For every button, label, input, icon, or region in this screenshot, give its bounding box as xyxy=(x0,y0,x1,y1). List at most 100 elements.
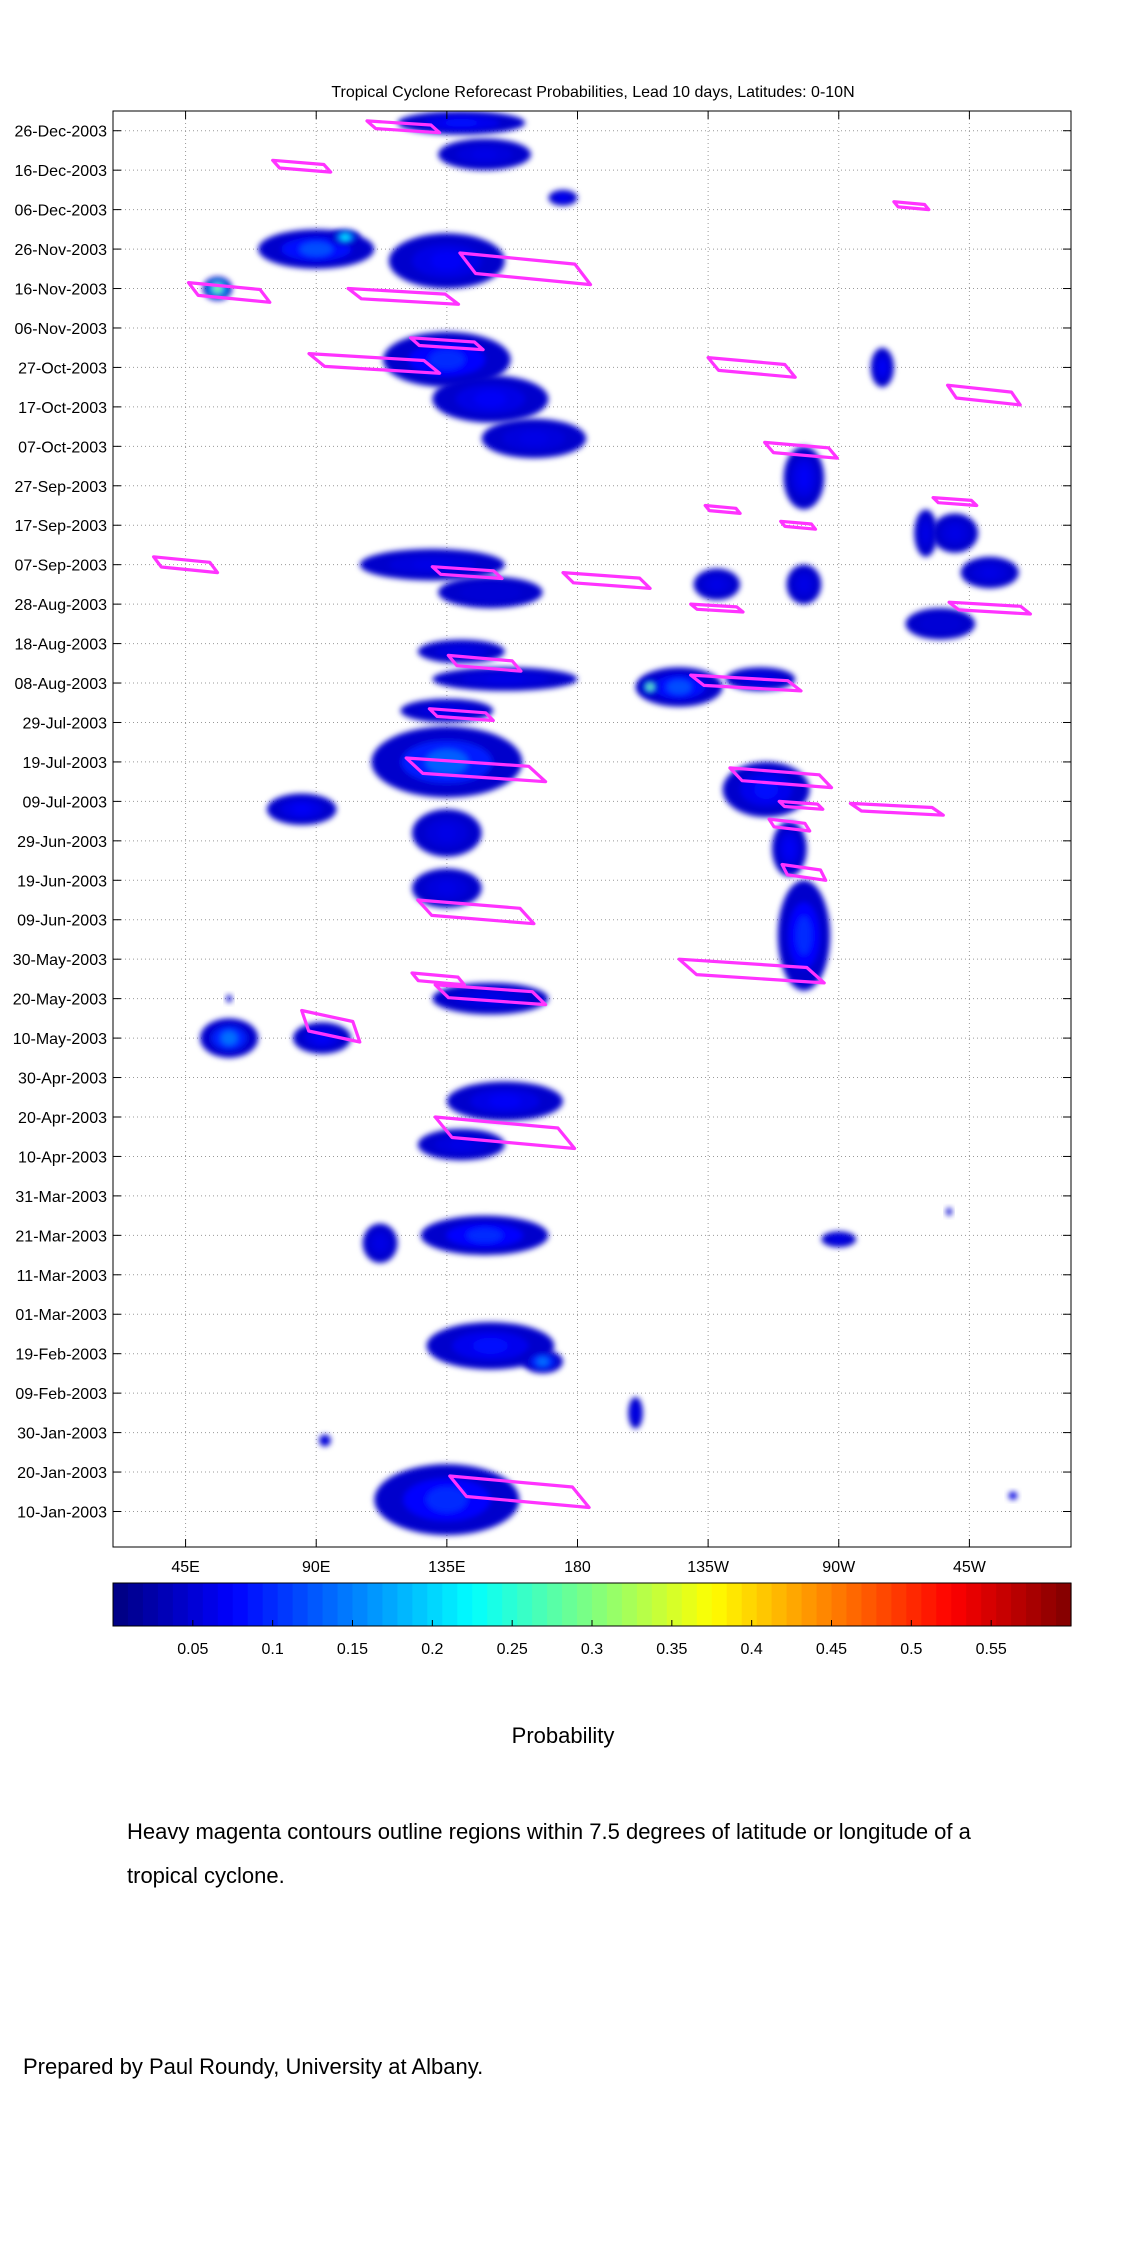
y-tick-label: 17-Sep-2003 xyxy=(14,518,107,535)
credit-line: Prepared by Paul Roundy, University at A… xyxy=(23,2054,484,2079)
colorbar-swatch xyxy=(262,1583,279,1626)
probability-blob-core xyxy=(519,431,549,446)
probability-blob-core xyxy=(341,234,350,241)
contour-note: Heavy magenta contours outline regions w… xyxy=(127,1819,971,1888)
probability-blob xyxy=(412,809,482,857)
y-tick-label: 01-Mar-2003 xyxy=(15,1307,107,1324)
colorbar-swatch xyxy=(142,1583,159,1626)
y-tick-label: 19-Jun-2003 xyxy=(17,873,107,890)
colorbar-swatch xyxy=(487,1583,503,1626)
probability-blob-core xyxy=(799,577,809,592)
x-tick-label: 45E xyxy=(171,1559,199,1576)
colorbar-swatch xyxy=(532,1583,548,1626)
y-tick-label: 29-Jul-2003 xyxy=(23,715,108,732)
probability-blob xyxy=(931,513,979,553)
colorbar-swatch xyxy=(382,1583,399,1626)
colorbar-tick-label: 0.3 xyxy=(581,1641,603,1658)
x-axis: 45E 90E 135E 180 135W 90W 45W xyxy=(171,111,987,1576)
probability-blob xyxy=(960,556,1019,589)
probability-blob-core xyxy=(437,881,457,896)
tc-contour xyxy=(689,602,745,614)
tc-contour xyxy=(763,440,839,460)
probability-blob-core xyxy=(922,524,930,542)
probability-blob xyxy=(438,138,532,171)
probability-blob-core xyxy=(472,1337,509,1355)
x-tick-label: 90W xyxy=(822,1559,856,1576)
tc-contour xyxy=(703,503,742,516)
probability-blob xyxy=(905,608,976,640)
probability-blob-core xyxy=(228,997,230,1001)
probability-blob-core xyxy=(299,242,333,256)
colorbar-swatch xyxy=(577,1583,593,1626)
colorbar-swatch xyxy=(636,1583,653,1626)
probability-blob-core xyxy=(666,680,692,694)
y-tick-label: 20-May-2003 xyxy=(13,992,107,1009)
tc-contour xyxy=(307,352,442,375)
probability-blob xyxy=(397,111,526,135)
colorbar-swatch xyxy=(1041,1583,1057,1626)
y-tick-label: 09-Jul-2003 xyxy=(23,794,108,811)
colorbar-swatch xyxy=(921,1583,937,1626)
tc-contour xyxy=(300,1008,362,1044)
colorbar-swatch xyxy=(172,1583,189,1626)
probability-blob xyxy=(266,793,337,826)
tc-contour xyxy=(346,286,461,306)
probability-blob-core xyxy=(796,916,812,955)
colorbar-tick-label: 0.4 xyxy=(741,1641,763,1658)
colorbar-tick-label: 0.45 xyxy=(816,1641,847,1658)
colorbar-tick-label: 0.55 xyxy=(976,1641,1007,1658)
probability-blob-core xyxy=(488,1094,522,1109)
probability-blob-core xyxy=(833,1236,844,1243)
tc-contour xyxy=(767,817,812,833)
colorbar-swatch xyxy=(876,1583,892,1626)
colorbar-swatch xyxy=(217,1583,234,1626)
probability-blob xyxy=(446,1081,563,1121)
probability-blob-core xyxy=(430,251,464,271)
colorbar-swatch xyxy=(816,1583,833,1626)
colorbar-swatch xyxy=(232,1583,249,1626)
tc-contour xyxy=(689,673,803,693)
tc-contour xyxy=(458,251,593,287)
probability-blob-core xyxy=(753,779,779,800)
colorbar-tick-label: 0.35 xyxy=(656,1641,687,1658)
probability-blob xyxy=(432,375,549,423)
x-tick-label: 135E xyxy=(428,1559,465,1576)
tc-contour xyxy=(404,756,548,784)
y-tick-label: 30-May-2003 xyxy=(13,952,107,969)
y-tick-label: 28-Aug-2003 xyxy=(14,597,107,614)
probability-blob xyxy=(362,1223,398,1263)
y-tick-label: 11-Mar-2003 xyxy=(17,1268,108,1285)
y-tick-label: 30-Apr-2003 xyxy=(18,1071,107,1088)
probability-blob xyxy=(628,1397,643,1429)
colorbar-tick-label: 0.5 xyxy=(900,1641,922,1658)
tc-contour xyxy=(728,766,834,790)
colorbar-swatch xyxy=(187,1583,204,1626)
y-tick-label: 17-Oct-2003 xyxy=(18,400,107,417)
tc-contour xyxy=(947,600,1033,616)
colorbar-swatch xyxy=(397,1583,413,1626)
probability-blob xyxy=(417,1128,505,1161)
probability-blob-core xyxy=(220,1031,238,1045)
chart-title: Tropical Cyclone Reforecast Probabilitie… xyxy=(331,84,854,101)
colorbar-tick-label: 0.05 xyxy=(177,1641,208,1658)
y-tick-label: 20-Jan-2003 xyxy=(17,1465,107,1482)
probability-blob xyxy=(412,868,482,908)
colorbar-tick-label: 0.25 xyxy=(497,1641,528,1658)
colorbar-swatch xyxy=(936,1583,952,1626)
tc-contour xyxy=(430,565,504,581)
colorbar-tick-label: 0.2 xyxy=(421,1641,443,1658)
probability-blob xyxy=(641,679,659,695)
colorbar-swatch xyxy=(861,1583,878,1626)
y-tick-label: 10-Jan-2003 xyxy=(17,1504,107,1521)
colorbar-swatch xyxy=(277,1583,294,1626)
colorbar-swatch xyxy=(247,1583,264,1626)
colorbar-swatch xyxy=(157,1583,174,1626)
tc-contour xyxy=(677,957,826,985)
probability-blob-core xyxy=(466,1228,503,1243)
probability-blob xyxy=(783,446,825,510)
cyclone-contours xyxy=(152,119,1033,1510)
colorbar-swatch xyxy=(562,1583,578,1626)
y-tick-label: 29-Jun-2003 xyxy=(17,834,107,851)
colorbar-swatch xyxy=(202,1583,219,1626)
